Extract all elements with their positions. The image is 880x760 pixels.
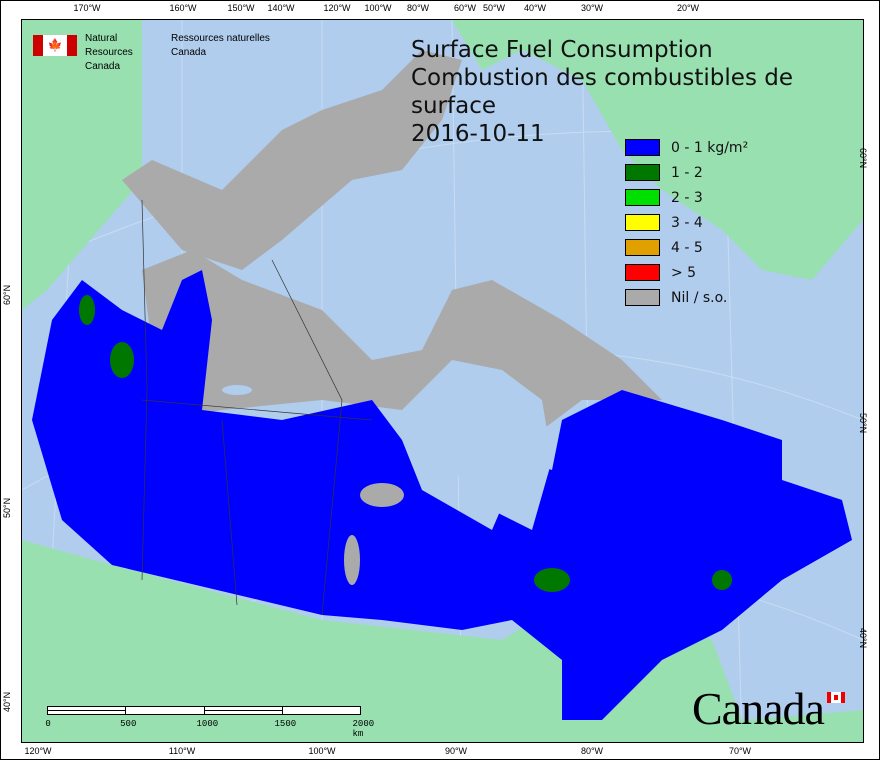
top-axis-label: 20°W — [676, 3, 700, 13]
map-canvas — [21, 19, 864, 743]
top-axis-label: 100°W — [364, 3, 392, 13]
fuel-patch-green — [79, 295, 95, 325]
right-axis-label: 50°N — [858, 413, 868, 434]
legend-label: 3 - 4 — [671, 214, 703, 231]
legend-swatch — [625, 214, 660, 231]
canada-flag-icon: 🍁 — [33, 35, 77, 56]
fuel-consumption-area — [32, 270, 852, 720]
legend-swatch — [625, 264, 660, 281]
legend-item: Nil / s.o. — [625, 285, 748, 310]
canada-wordmark: Canada — [692, 683, 825, 734]
legend-item: > 5 — [625, 260, 748, 285]
alaska-landmass — [22, 20, 142, 310]
fuel-patch-green — [534, 568, 570, 592]
bottom-axis-label: 110°W — [168, 746, 196, 756]
legend: 0 - 1 kg/m² 1 - 2 2 - 3 3 - 4 4 - 5 > 5 Nil / … — [625, 135, 748, 310]
scale-label: 0 — [45, 719, 51, 729]
legend-label: 2 - 3 — [671, 189, 703, 206]
nrcan-logo: 🍁 Natural Resources Canada Ressources nat… — [33, 32, 270, 74]
fuel-patch-green — [712, 570, 732, 590]
hudson-bay — [402, 360, 552, 530]
reindeer-lake — [360, 483, 404, 507]
bottom-axis-label: 70°W — [728, 746, 752, 756]
title-en: Surface Fuel Consumption — [411, 37, 713, 63]
top-axis-label: 50°W — [482, 3, 506, 13]
top-axis-label: 30°W — [580, 3, 604, 13]
legend-label: 1 - 2 — [671, 164, 703, 181]
top-axis-label: 160°W — [169, 3, 197, 13]
logo-fr-line1: Ressources naturelles — [171, 33, 270, 44]
lake-winnipeg — [344, 535, 360, 585]
map-title: Surface Fuel Consumption Combustion des … — [411, 36, 880, 148]
top-axis-label: 170°W — [73, 3, 101, 13]
legend-label: Nil / s.o. — [671, 289, 728, 306]
usa-landmass — [22, 540, 863, 742]
legend-label: 0 - 1 kg/m² — [671, 139, 749, 156]
top-axis-label: 120°W — [323, 3, 351, 13]
bottom-axis-label: 90°W — [444, 746, 468, 756]
wordmark-flag-icon — [827, 692, 845, 703]
fuel-patch-green — [110, 342, 134, 378]
legend-item: 2 - 3 — [625, 185, 748, 210]
legend-label: 4 - 5 — [671, 239, 703, 256]
top-axis-label: 40°W — [523, 3, 547, 13]
legend-swatch — [625, 189, 660, 206]
logo-en-line1: Natural Resources — [85, 33, 133, 58]
top-axis-label: 150°W — [227, 3, 255, 13]
logo-en-line2: Canada — [85, 61, 121, 72]
scale-label: 1000 — [196, 719, 219, 729]
legend-item: 1 - 2 — [625, 160, 748, 185]
legend-swatch — [625, 139, 660, 156]
title-fr: Combustion des combustibles de surface — [411, 65, 793, 119]
top-axis-label: 60°W — [453, 3, 477, 13]
right-axis-label: 60°N — [858, 148, 868, 169]
right-axis-label: 40°N — [858, 628, 868, 649]
legend-item: 3 - 4 — [625, 210, 748, 235]
great-slave-lake — [222, 385, 252, 395]
bottom-axis-label: 100°W — [308, 746, 336, 756]
top-axis-label: 140°W — [267, 3, 295, 13]
scale-label: 500 — [120, 719, 137, 729]
scale-label: 2000 km — [352, 719, 375, 739]
title-date: 2016-10-11 — [411, 121, 545, 147]
legend-label: > 5 — [671, 264, 697, 281]
legend-item: 4 - 5 — [625, 235, 748, 260]
legend-item: 0 - 1 kg/m² — [625, 135, 748, 160]
left-axis-label: 60°N — [2, 284, 12, 305]
province-borders — [141, 199, 373, 616]
scale-label: 1500 — [274, 719, 297, 729]
legend-swatch — [625, 289, 660, 306]
bottom-axis-label: 120°W — [24, 746, 52, 756]
left-axis-label: 50°N — [2, 497, 12, 518]
logo-fr-line2: Canada — [171, 47, 207, 58]
left-axis-label: 40°N — [2, 691, 12, 712]
scale-bar: 0 500 1000 1500 2000 km — [45, 706, 374, 739]
legend-swatch — [625, 164, 660, 181]
bottom-axis-label: 80°W — [580, 746, 604, 756]
legend-swatch — [625, 239, 660, 256]
arctic-nodata — [122, 50, 462, 270]
top-axis-label: 80°W — [406, 3, 430, 13]
